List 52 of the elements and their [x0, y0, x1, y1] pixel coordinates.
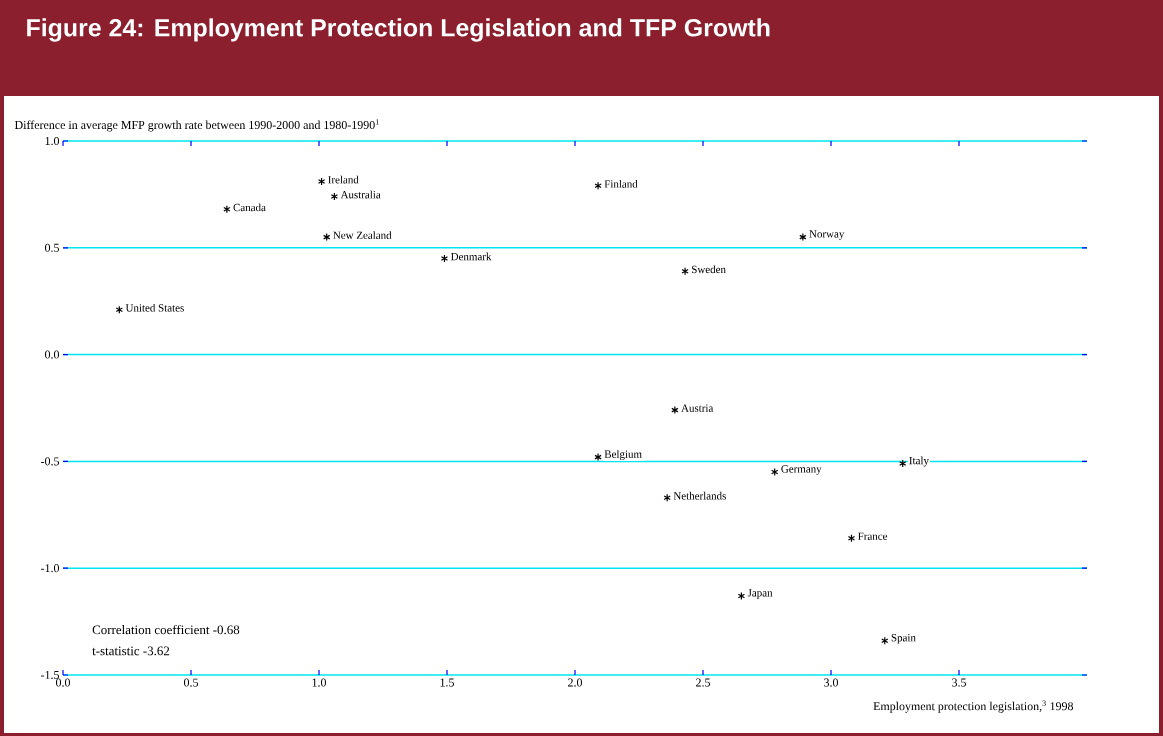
point	[681, 267, 689, 276]
point	[671, 406, 679, 415]
y-axis-title: Difference in average MFP growth rate between 1990-2000 and 1980-1990$^{1}$	[14, 119, 379, 132]
point	[323, 233, 331, 242]
point	[115, 305, 123, 314]
point	[440, 254, 449, 263]
annotation: Austria	[681, 404, 714, 412]
annotation: Sweden	[692, 265, 726, 274]
x-tick-label: 2.0	[568, 678, 583, 687]
annotation: Belgium	[604, 450, 642, 461]
x-tick-label: 1.0	[312, 678, 327, 687]
x-axis-title: Employment protection legislation,$^{3}$ 1998	[873, 700, 1074, 713]
point	[771, 467, 779, 477]
annotation: t-statistic -3.62	[92, 646, 170, 656]
annotation: United States	[125, 303, 184, 312]
point	[330, 192, 338, 201]
point	[799, 233, 807, 242]
annotation: Correlation coefficient -0.68	[92, 624, 240, 635]
annotation: Australia	[340, 190, 381, 199]
point	[594, 181, 602, 190]
point	[737, 591, 746, 601]
annotation: Germany	[781, 465, 822, 475]
point	[899, 459, 907, 468]
y-tick-label: 1.0	[45, 136, 60, 146]
point	[223, 205, 231, 214]
y-tick-label: 0.0	[45, 350, 60, 359]
x-tick-label: 0.5	[183, 678, 199, 687]
chart-title: Figure 24: Employment Protection Legislation and TFP Growth	[27, 18, 770, 42]
y-tick-label: -0.5	[41, 457, 60, 466]
x-tick-label: 3.0	[824, 678, 839, 687]
x-tick-label: 1.5	[440, 678, 455, 687]
annotation: Ireland	[328, 175, 359, 184]
y-tick-label: 0.5	[45, 243, 60, 252]
annotation: Netherlands	[673, 491, 726, 500]
annotation: France	[858, 532, 888, 540]
annotation: Denmark	[450, 252, 492, 261]
annotation: New Zealand	[333, 231, 392, 239]
annotation: Italy	[909, 456, 929, 467]
x-tick-label: 2.5	[696, 678, 711, 687]
x-tick-label: 0.0	[55, 678, 71, 687]
point	[317, 177, 326, 186]
point	[881, 636, 889, 645]
annotation: Finland	[604, 180, 638, 188]
x-tick-label: 3.5	[952, 678, 967, 687]
annotation: Spain	[891, 634, 916, 644]
point	[663, 493, 671, 502]
annotation: Canada	[233, 203, 266, 212]
annotation: Japan	[747, 589, 773, 599]
y-tick-label: -1.0	[41, 564, 60, 573]
point	[847, 534, 856, 543]
point	[594, 453, 602, 462]
annotation: Norway	[809, 230, 845, 240]
